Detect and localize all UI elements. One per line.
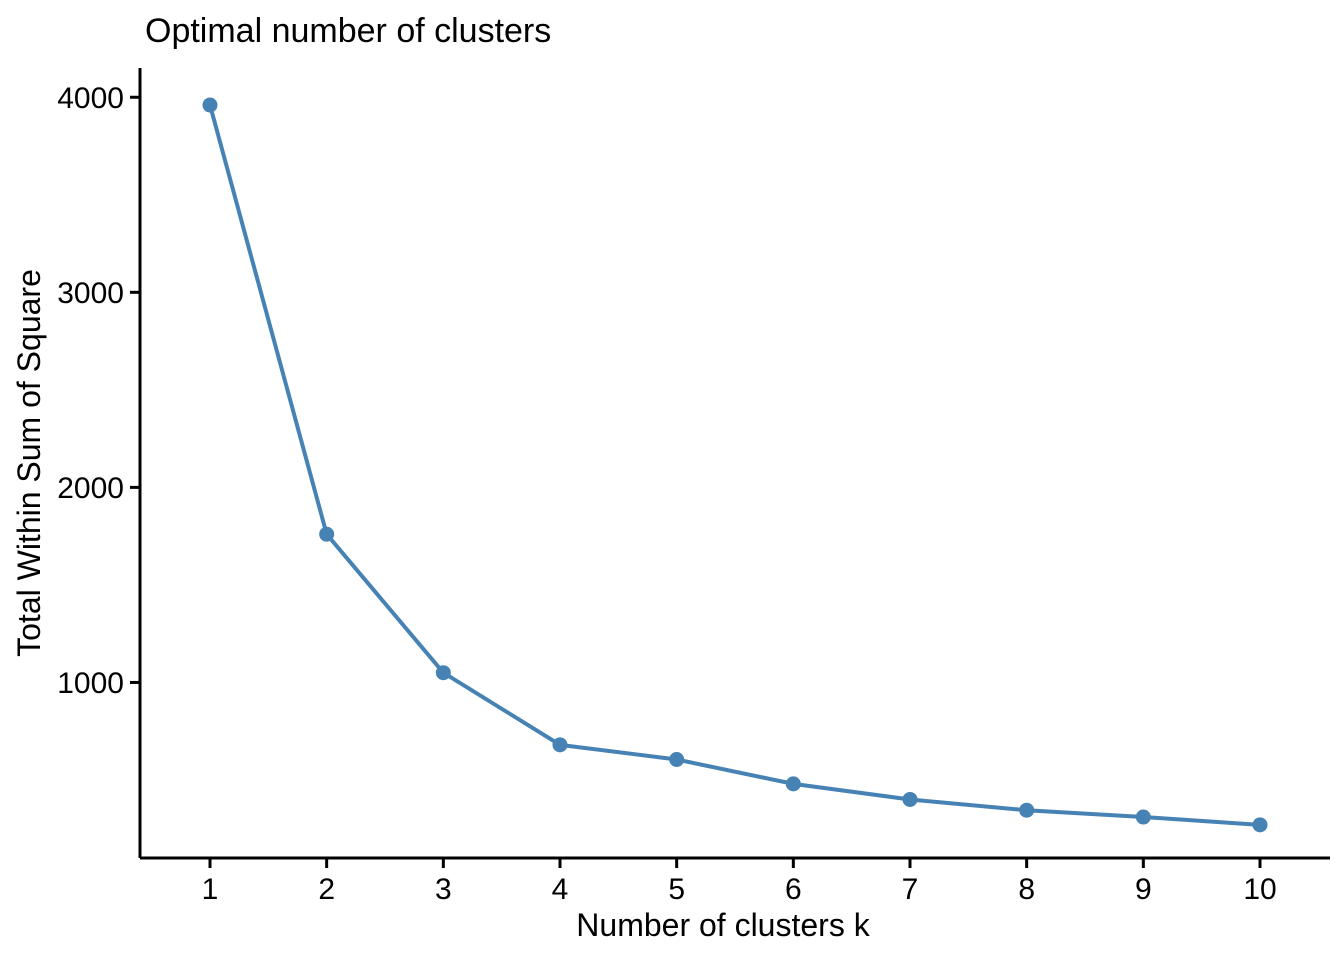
- y-tick-label: 2000: [57, 472, 124, 505]
- x-tick-label: 5: [668, 873, 685, 906]
- data-point-k1: [202, 97, 218, 113]
- data-point-k6: [785, 776, 801, 792]
- data-point-k7: [902, 791, 918, 807]
- data-point-k8: [1019, 802, 1035, 818]
- x-tick-label: 3: [435, 873, 452, 906]
- x-tick-label: 4: [552, 873, 569, 906]
- y-tick-label: 4000: [57, 82, 124, 115]
- x-tick-label: 8: [1018, 873, 1035, 906]
- y-axis-ticks: 1000 2000 3000 4000: [57, 82, 140, 700]
- x-axis-ticks: 1 2 3 4 5 6 7 8 9 10: [202, 858, 1277, 906]
- x-tick-label: 1: [202, 873, 219, 906]
- x-tick-label: 9: [1135, 873, 1152, 906]
- x-tick-label: 10: [1243, 873, 1276, 906]
- x-axis-title: Number of clusters k: [576, 907, 870, 943]
- data-point-k4: [552, 737, 568, 753]
- wss-series: [202, 97, 1268, 833]
- x-tick-label: 7: [902, 873, 919, 906]
- data-point-k10: [1252, 817, 1268, 833]
- x-tick-label: 2: [318, 873, 335, 906]
- data-point-k2: [319, 526, 335, 542]
- y-tick-label: 3000: [57, 277, 124, 310]
- wss-line: [208, 103, 1262, 827]
- data-point-k9: [1135, 809, 1151, 825]
- x-tick-label: 6: [785, 873, 802, 906]
- y-axis-title: Total Within Sum of Square: [11, 269, 47, 657]
- chart-title: Optimal number of clusters: [145, 12, 551, 50]
- data-point-k5: [669, 751, 685, 767]
- y-tick-label: 1000: [57, 667, 124, 700]
- data-point-k3: [435, 665, 451, 681]
